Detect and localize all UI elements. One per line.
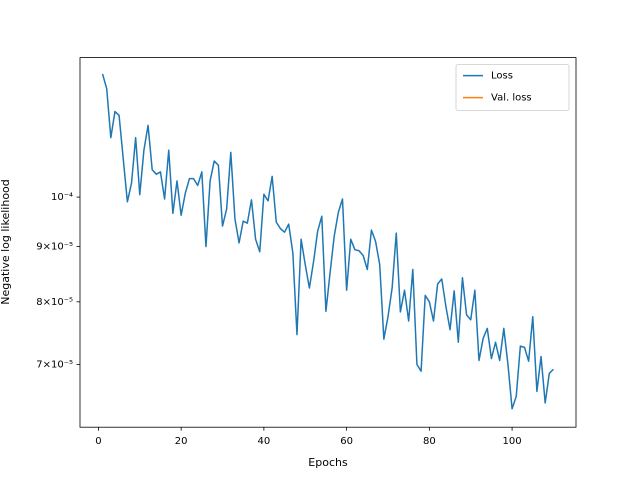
- y-axis-label: Negative log likelihood: [0, 179, 12, 305]
- legend-box: [455, 64, 570, 111]
- legend-label: Loss: [491, 71, 513, 82]
- y-tick-label: 8×10⁻⁵: [36, 297, 73, 308]
- legend-label: Val. loss: [491, 93, 532, 104]
- y-tick-label: 10⁻⁴: [51, 192, 73, 203]
- x-tick-label: 100: [503, 436, 522, 447]
- plot-frame: [79, 57, 577, 428]
- x-tick-label: 0: [95, 436, 101, 447]
- series-line: [101, 73, 554, 410]
- x-axis-label: Epochs: [308, 456, 348, 469]
- x-tick-label: 20: [175, 436, 188, 447]
- x-tick-label: 40: [258, 436, 271, 447]
- x-tick-label: 60: [340, 436, 353, 447]
- y-tick-label: 7×10⁻⁵: [36, 360, 73, 371]
- y-tick-label: 9×10⁻⁵: [36, 242, 73, 253]
- x-tick-label: 80: [423, 436, 436, 447]
